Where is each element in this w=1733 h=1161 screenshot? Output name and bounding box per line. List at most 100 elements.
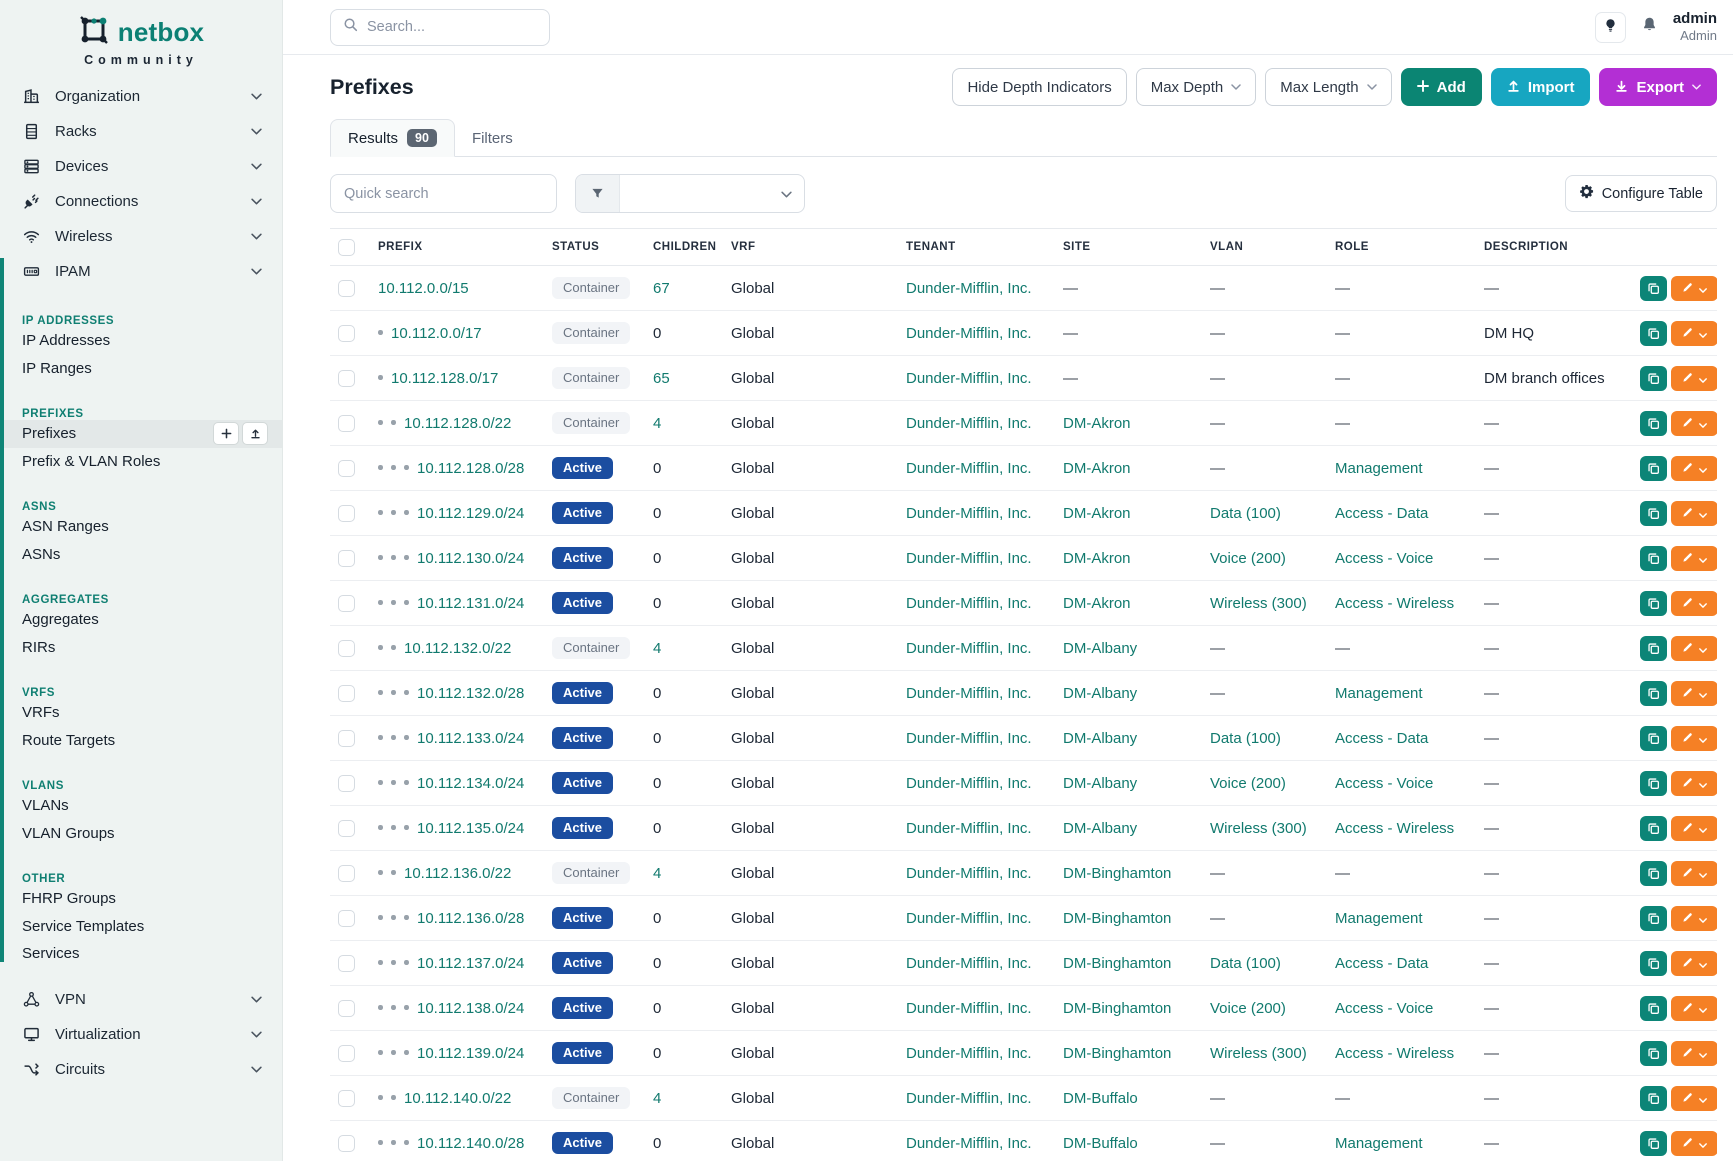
- edit-button[interactable]: [1671, 275, 1717, 301]
- tenant-link[interactable]: Dunder-Mifflin, Inc.: [906, 909, 1032, 927]
- sidebar-item-asn-ranges[interactable]: ASN Ranges: [22, 518, 109, 536]
- row-checkbox[interactable]: [338, 369, 355, 387]
- copy-button[interactable]: [1640, 1130, 1667, 1156]
- prefix-link[interactable]: 10.112.136.0/28: [417, 909, 525, 927]
- prefix-link[interactable]: 10.112.137.0/24: [417, 954, 525, 972]
- copy-button[interactable]: [1640, 590, 1667, 616]
- theme-toggle-button[interactable]: [1594, 11, 1626, 43]
- tenant-link[interactable]: Dunder-Mifflin, Inc.: [906, 1134, 1032, 1152]
- tenant-link[interactable]: Dunder-Mifflin, Inc.: [906, 819, 1032, 837]
- copy-button[interactable]: [1640, 410, 1667, 436]
- sidebar-item-vrfs[interactable]: VRFs: [22, 704, 60, 722]
- copy-button[interactable]: [1640, 860, 1667, 886]
- vlan-link[interactable]: Voice (200): [1210, 999, 1286, 1017]
- copy-button[interactable]: [1640, 635, 1667, 661]
- prefix-link[interactable]: 10.112.135.0/24: [417, 819, 525, 837]
- tenant-link[interactable]: Dunder-Mifflin, Inc.: [906, 459, 1032, 477]
- sidebar-item-prefix-vlan-roles[interactable]: Prefix & VLAN Roles: [22, 452, 161, 470]
- row-checkbox[interactable]: [338, 999, 355, 1017]
- column-header-prefix[interactable]: PREFIX: [378, 241, 423, 253]
- quick-search-input[interactable]: [330, 174, 557, 213]
- row-checkbox[interactable]: [338, 594, 355, 612]
- global-search[interactable]: [330, 8, 554, 46]
- sidebar-item-fhrp-groups[interactable]: FHRP Groups: [22, 890, 116, 908]
- role-link[interactable]: Access - Wireless: [1335, 819, 1455, 837]
- edit-button[interactable]: [1671, 1085, 1717, 1111]
- edit-button[interactable]: [1671, 365, 1717, 391]
- prefix-link[interactable]: 10.112.133.0/24: [417, 729, 525, 747]
- role-link[interactable]: Management: [1335, 909, 1423, 927]
- copy-button[interactable]: [1640, 500, 1667, 526]
- row-checkbox[interactable]: [338, 639, 355, 657]
- vlan-link[interactable]: Wireless (300): [1210, 819, 1307, 837]
- row-checkbox[interactable]: [338, 504, 355, 522]
- copy-button[interactable]: [1640, 950, 1667, 976]
- column-header-status[interactable]: STATUS: [552, 241, 600, 253]
- site-link[interactable]: DM-Albany: [1063, 639, 1138, 657]
- row-checkbox[interactable]: [338, 819, 355, 837]
- role-link[interactable]: Access - Data: [1335, 504, 1429, 522]
- edit-button[interactable]: [1671, 905, 1717, 931]
- prefix-link[interactable]: 10.112.139.0/24: [417, 1044, 525, 1062]
- sidebar-item-services[interactable]: Services: [22, 945, 80, 963]
- edit-button[interactable]: [1671, 950, 1717, 976]
- prefix-link[interactable]: 10.112.0.0/17: [391, 324, 482, 342]
- quick-add-button[interactable]: [213, 422, 239, 446]
- column-header-children[interactable]: CHILDREN: [653, 241, 717, 253]
- children-link[interactable]: 4: [653, 864, 662, 882]
- children-link[interactable]: 4: [653, 414, 662, 432]
- copy-button[interactable]: [1640, 1085, 1667, 1111]
- children-link[interactable]: 4: [653, 639, 662, 657]
- sidebar-item-ip-addresses[interactable]: IP Addresses: [22, 332, 111, 350]
- copy-button[interactable]: [1640, 320, 1667, 346]
- sidebar-item-connections[interactable]: Connections: [0, 184, 282, 219]
- edit-button[interactable]: [1671, 770, 1717, 796]
- copy-button[interactable]: [1640, 815, 1667, 841]
- site-link[interactable]: DM-Albany: [1063, 684, 1138, 702]
- prefix-link[interactable]: 10.112.128.0/28: [417, 459, 525, 477]
- edit-button[interactable]: [1671, 410, 1717, 436]
- sidebar-item-organization[interactable]: Organization: [0, 79, 282, 114]
- export-button[interactable]: Export: [1599, 68, 1717, 106]
- edit-button[interactable]: [1671, 725, 1717, 751]
- row-checkbox[interactable]: [338, 459, 355, 477]
- sidebar-item-ip-ranges[interactable]: IP Ranges: [22, 359, 92, 377]
- row-checkbox[interactable]: [338, 279, 355, 297]
- max-length-dropdown[interactable]: Max Length: [1265, 68, 1392, 106]
- sidebar-item-vlan-groups[interactable]: VLAN Groups: [22, 824, 115, 842]
- prefix-link[interactable]: 10.112.134.0/24: [417, 774, 525, 792]
- tenant-link[interactable]: Dunder-Mifflin, Inc.: [906, 684, 1032, 702]
- notifications-button[interactable]: [1641, 16, 1658, 38]
- funnel-icon[interactable]: [576, 175, 620, 212]
- role-link[interactable]: Access - Wireless: [1335, 594, 1455, 612]
- role-link[interactable]: Management: [1335, 684, 1423, 702]
- copy-button[interactable]: [1640, 455, 1667, 481]
- edit-button[interactable]: [1671, 545, 1717, 571]
- row-checkbox[interactable]: [338, 729, 355, 747]
- edit-button[interactable]: [1671, 500, 1717, 526]
- edit-button[interactable]: [1671, 1040, 1717, 1066]
- tenant-link[interactable]: Dunder-Mifflin, Inc.: [906, 954, 1032, 972]
- vlan-link[interactable]: Wireless (300): [1210, 1044, 1307, 1062]
- copy-button[interactable]: [1640, 275, 1667, 301]
- edit-button[interactable]: [1671, 590, 1717, 616]
- vlan-link[interactable]: Data (100): [1210, 954, 1281, 972]
- column-header-site[interactable]: SITE: [1063, 241, 1091, 253]
- prefix-link[interactable]: 10.112.130.0/24: [417, 549, 525, 567]
- site-link[interactable]: DM-Akron: [1063, 459, 1131, 477]
- prefix-link[interactable]: 10.112.138.0/24: [417, 999, 525, 1017]
- vlan-link[interactable]: Voice (200): [1210, 774, 1286, 792]
- quick-import-button[interactable]: [242, 422, 268, 446]
- hide-depth-indicators-button[interactable]: Hide Depth Indicators: [952, 68, 1127, 106]
- role-link[interactable]: Access - Voice: [1335, 774, 1434, 792]
- edit-button[interactable]: [1671, 320, 1717, 346]
- sidebar-item-asns[interactable]: ASNs: [22, 545, 61, 563]
- prefix-link[interactable]: 10.112.129.0/24: [417, 504, 525, 522]
- row-checkbox[interactable]: [338, 549, 355, 567]
- sidebar-item-vpn[interactable]: VPN: [0, 982, 282, 1017]
- children-link[interactable]: 65: [653, 369, 670, 387]
- tenant-link[interactable]: Dunder-Mifflin, Inc.: [906, 594, 1032, 612]
- prefix-link[interactable]: 10.112.136.0/22: [404, 864, 512, 882]
- site-link[interactable]: DM-Akron: [1063, 414, 1131, 432]
- vlan-link[interactable]: Data (100): [1210, 504, 1281, 522]
